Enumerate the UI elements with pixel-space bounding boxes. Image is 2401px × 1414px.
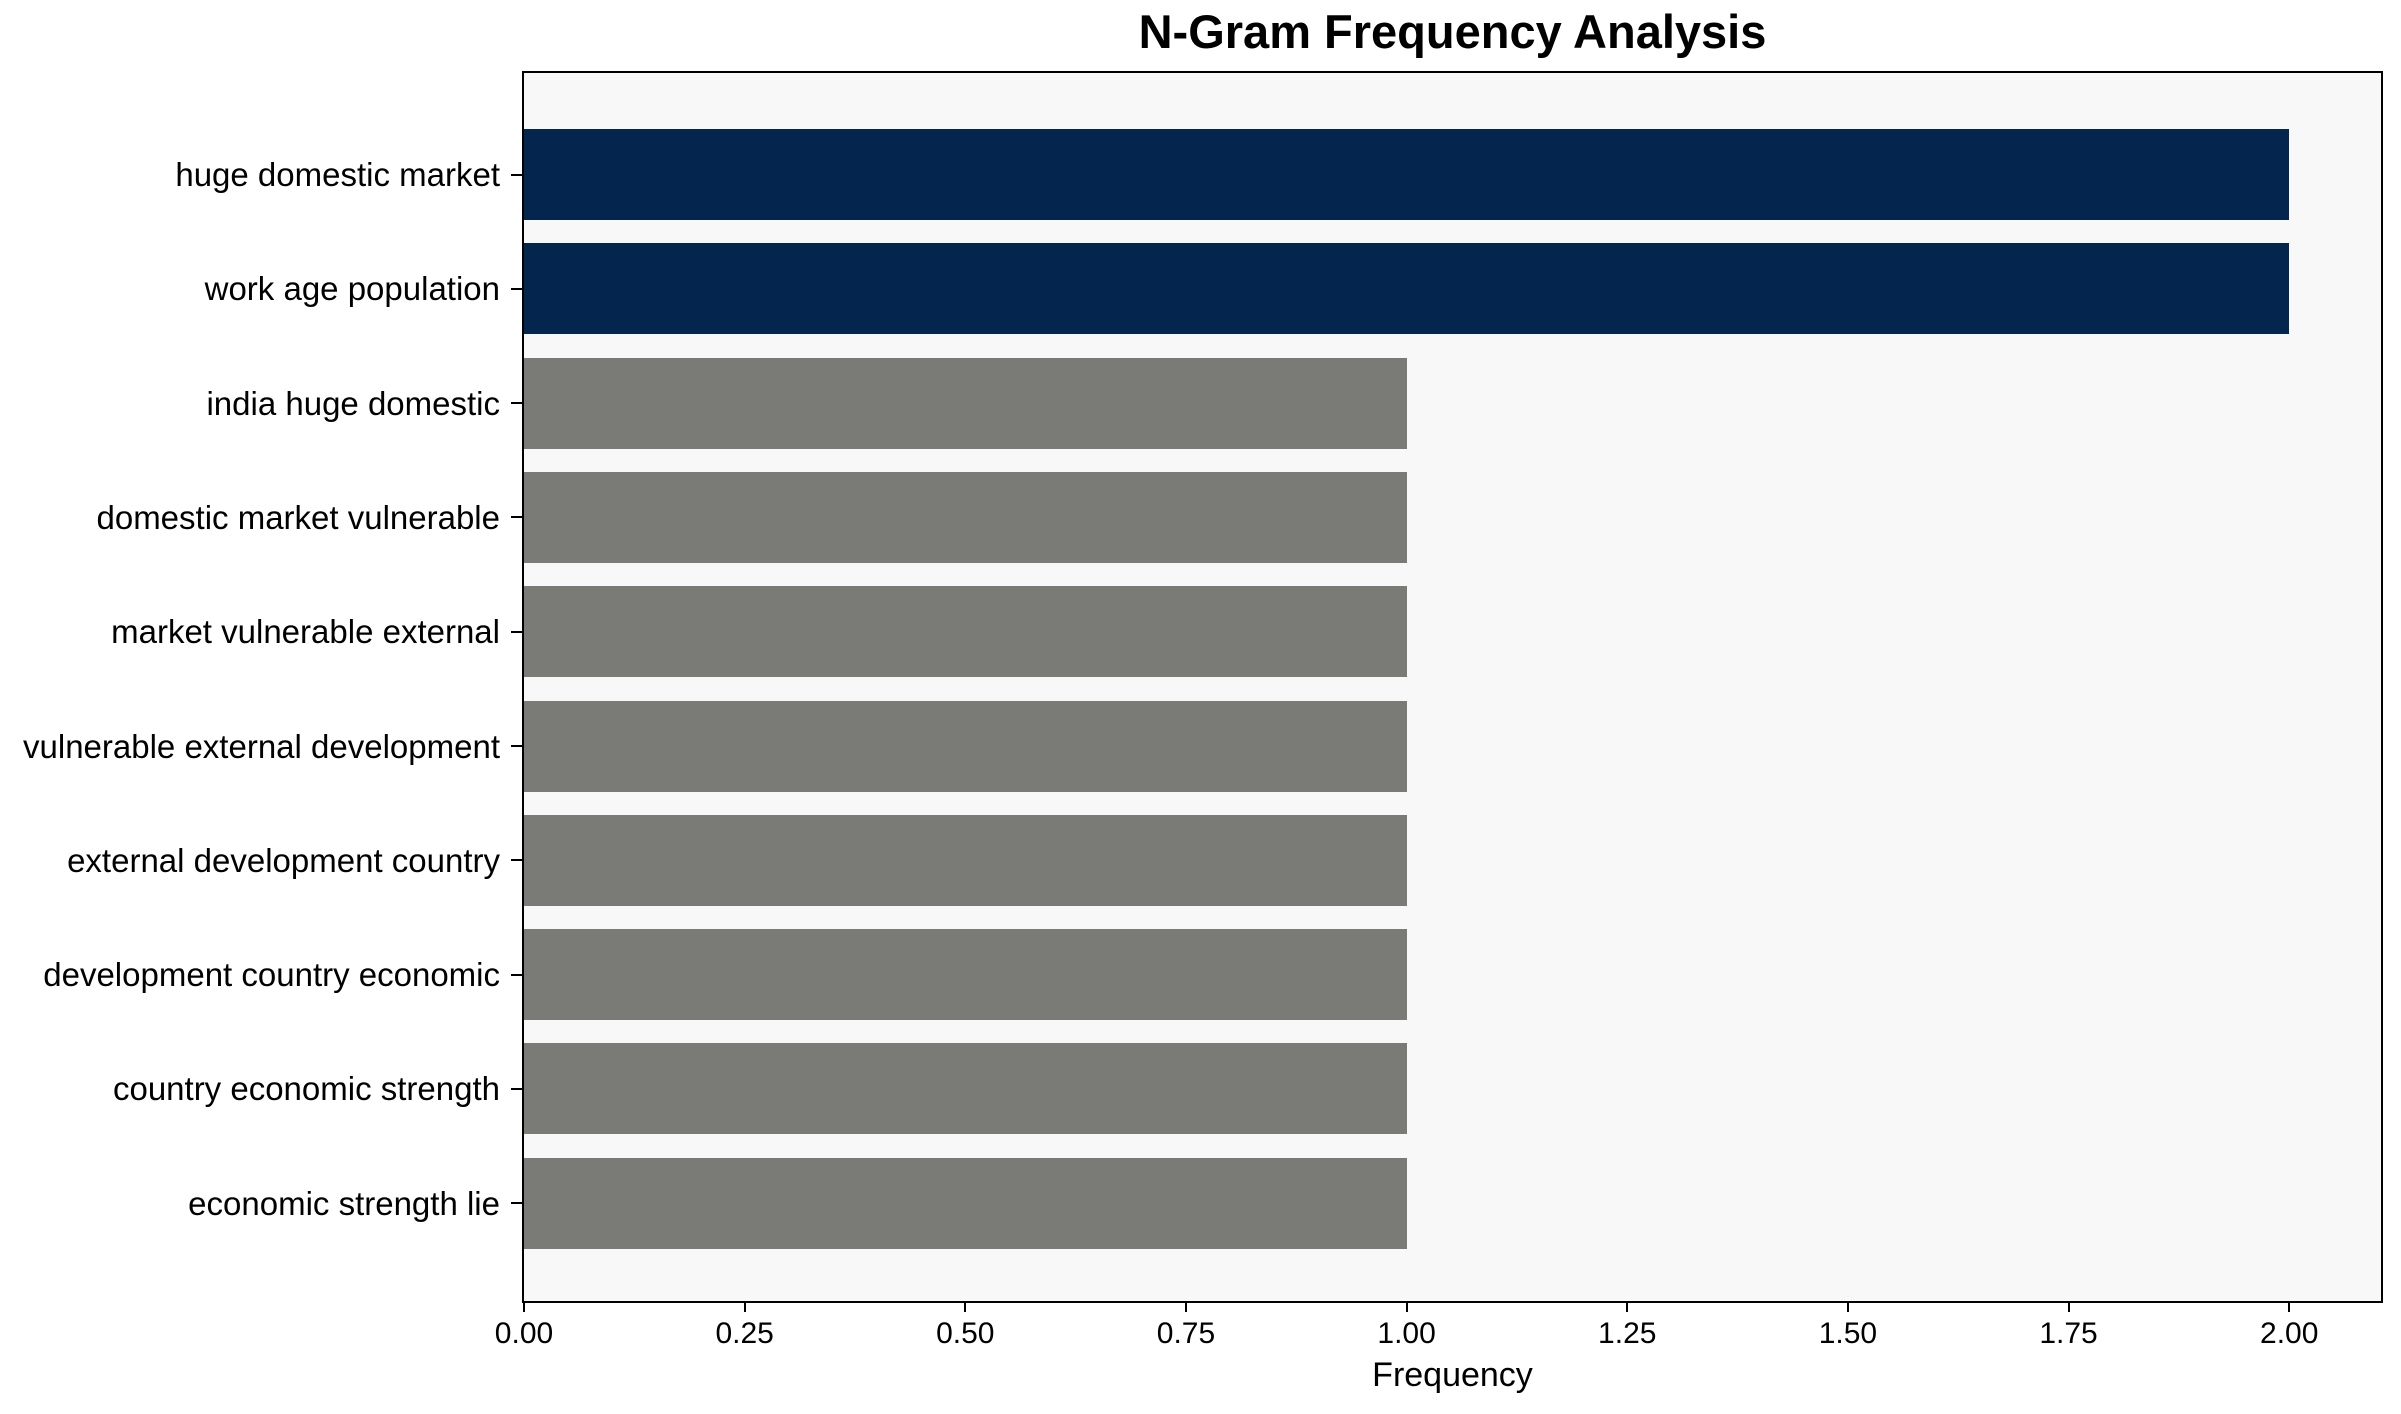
y-tick-mark bbox=[511, 173, 522, 176]
y-tick-label: india huge domestic bbox=[206, 384, 500, 422]
y-tick-label: economic strength lie bbox=[188, 1184, 500, 1222]
y-tick-mark bbox=[511, 745, 522, 747]
bar bbox=[524, 1043, 1407, 1135]
x-tick-mark bbox=[1184, 1301, 1187, 1312]
x-tick-mark bbox=[743, 1301, 746, 1312]
y-tick-mark bbox=[511, 1087, 522, 1090]
bar bbox=[524, 357, 1407, 449]
x-tick-label: 2.00 bbox=[2260, 1317, 2319, 1350]
bar bbox=[524, 243, 2290, 335]
x-tick-mark bbox=[1846, 1301, 1849, 1312]
y-tick-label: vulnerable external development bbox=[23, 727, 500, 765]
x-tick-mark bbox=[2288, 1301, 2291, 1312]
y-tick-label: development country economic bbox=[43, 956, 500, 994]
y-tick-label: domestic market vulnerable bbox=[96, 498, 500, 536]
x-tick-mark bbox=[1626, 1301, 1629, 1312]
bar bbox=[524, 586, 1407, 678]
x-tick-mark bbox=[2067, 1301, 2070, 1312]
chart-title: N-Gram Frequency Analysis bbox=[1138, 5, 1767, 58]
y-tick-label: country economic strength bbox=[112, 1070, 500, 1108]
x-tick-label: 0.00 bbox=[494, 1317, 554, 1350]
y-tick-mark bbox=[511, 1202, 522, 1205]
x-tick-label: 1.75 bbox=[2039, 1317, 2098, 1350]
x-tick-label: 0.25 bbox=[715, 1317, 774, 1350]
x-tick-label: 1.25 bbox=[1598, 1317, 1657, 1350]
bar bbox=[524, 471, 1407, 563]
bar bbox=[524, 700, 1407, 792]
y-tick-mark bbox=[511, 516, 522, 519]
x-tick-label: 0.75 bbox=[1156, 1317, 1216, 1350]
y-tick-mark bbox=[511, 973, 522, 976]
y-tick-label: huge domestic market bbox=[175, 156, 500, 193]
bar bbox=[524, 1157, 1407, 1249]
y-tick-label: work age population bbox=[204, 270, 500, 308]
y-tick-mark bbox=[511, 630, 522, 633]
x-tick-label: 0.50 bbox=[936, 1317, 995, 1350]
x-tick-mark bbox=[964, 1301, 967, 1312]
y-tick-label: market vulnerable external bbox=[111, 613, 500, 651]
x-tick-mark bbox=[523, 1301, 525, 1312]
bar bbox=[524, 929, 1407, 1021]
x-tick-label: 1.50 bbox=[1818, 1317, 1878, 1350]
y-tick-label: external development country bbox=[67, 841, 500, 879]
x-tick-mark bbox=[1405, 1301, 1408, 1312]
x-axis-label: Frequency bbox=[1372, 1356, 1533, 1394]
bar bbox=[524, 129, 2290, 220]
y-tick-mark bbox=[511, 287, 522, 290]
bar bbox=[524, 814, 1407, 906]
plot-area: huge domestic market work age population i… bbox=[23, 71, 2383, 1350]
x-tick-label: 1.00 bbox=[1377, 1317, 1436, 1350]
y-tick-mark bbox=[511, 402, 522, 405]
y-tick-mark bbox=[511, 859, 522, 862]
